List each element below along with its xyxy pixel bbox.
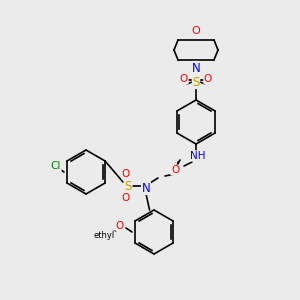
Text: Cl: Cl [51, 161, 61, 171]
Text: S: S [192, 76, 200, 88]
Text: ethyl: ethyl [93, 232, 115, 241]
Text: O: O [192, 26, 200, 36]
Text: O: O [171, 165, 179, 175]
Text: O: O [204, 74, 212, 84]
Text: O: O [116, 221, 124, 231]
Text: O: O [122, 169, 130, 179]
Text: N: N [142, 182, 150, 194]
Text: N: N [192, 61, 200, 74]
Text: O: O [122, 193, 130, 203]
Text: O: O [180, 74, 188, 84]
Text: S: S [124, 179, 132, 193]
Text: NH: NH [190, 151, 206, 161]
